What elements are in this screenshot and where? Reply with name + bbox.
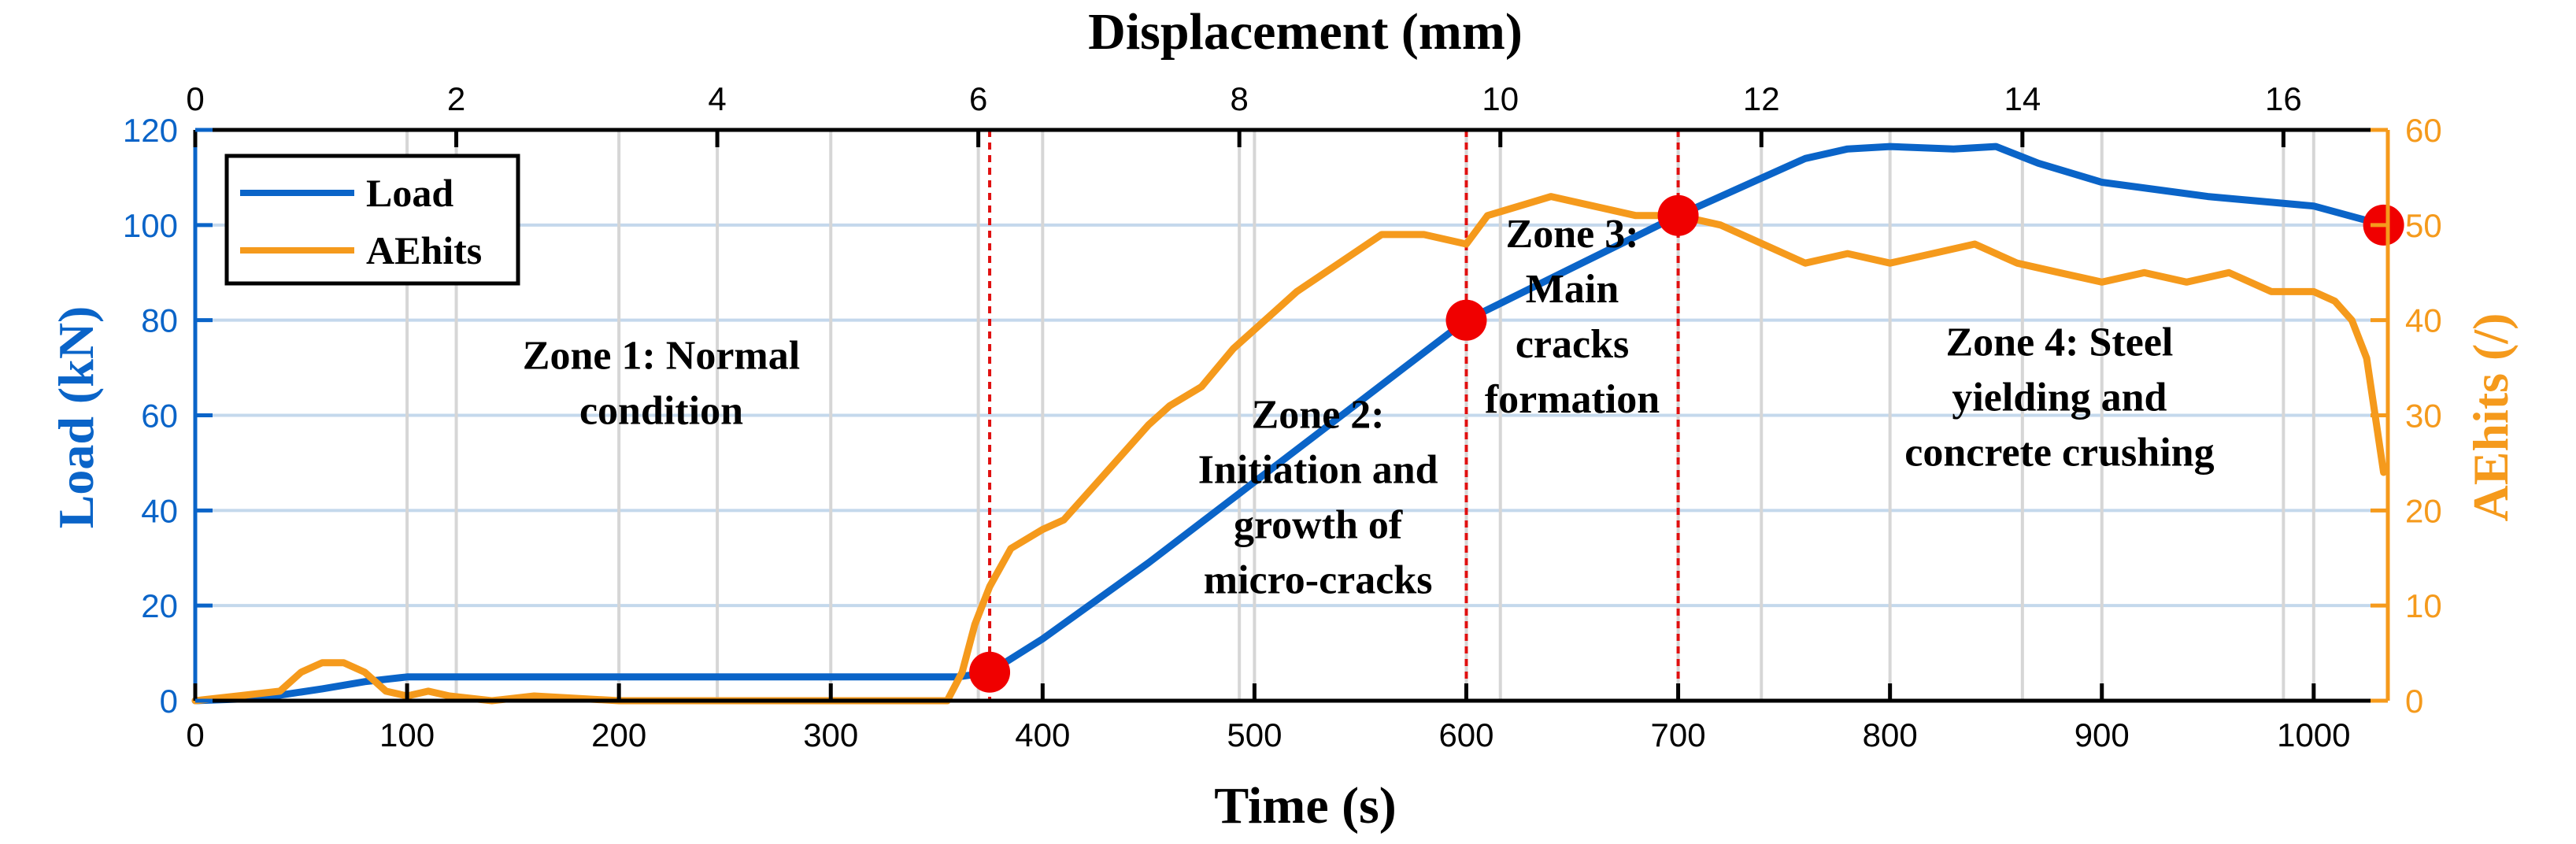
zone-annotation-line: Zone 1: Normal [523, 333, 800, 378]
y-tick-label: 60 [141, 398, 178, 435]
zone-annotation-line: micro-cracks [1204, 557, 1433, 602]
x2-axis-title: Displacement (mm) [1088, 3, 1523, 61]
legend-label-load: Load [366, 171, 453, 215]
zone-annotation-line: condition [579, 388, 743, 433]
x-tick-label: 700 [1651, 716, 1706, 753]
x-tick-label: 0 [186, 716, 204, 753]
y2-tick-label: 0 [2405, 683, 2423, 720]
y2-tick-label: 10 [2405, 587, 2442, 624]
zone-annotation-3: Zone 3: Main cracks formation [1485, 212, 1660, 422]
x-tick-label: 500 [1227, 716, 1282, 753]
transition-marker [1657, 194, 1699, 236]
zone-annotation-line: Initiation and [1198, 447, 1438, 492]
x-tick-label: 1000 [2277, 716, 2350, 753]
x2-tick-label: 4 [708, 80, 726, 117]
zone-annotation-line: Zone 4: Steel [1946, 320, 2174, 365]
series-layer [191, 143, 2388, 705]
x-axis-title: Time (s) [1214, 777, 1397, 835]
zone-annotation-2: Zone 2: Initiation and growth of micro-crac… [1198, 392, 1438, 602]
y-tick-label: 20 [141, 587, 178, 624]
legend-box [224, 154, 520, 286]
x-tick-label: 300 [803, 716, 858, 753]
x2-tick-label: 2 [447, 80, 465, 117]
y-axis-title: Load (kN) [48, 306, 104, 529]
transition-marker [969, 651, 1011, 693]
y2-axis-title: AEhits (/) [2463, 313, 2519, 522]
y2-tick-label: 30 [2405, 398, 2442, 435]
x2-tick-label: 12 [1743, 80, 1780, 117]
x-tick-label: 600 [1438, 716, 1493, 753]
series-line-load [191, 143, 2388, 705]
legend: Load AEhits [224, 154, 520, 286]
y-tick-label: 0 [160, 683, 178, 720]
marker-layer [969, 194, 2404, 693]
x2-tick-label: 6 [969, 80, 987, 117]
y-tick-label: 40 [141, 492, 178, 529]
x-tick-label: 900 [2074, 716, 2130, 753]
y2-tick-label: 60 [2405, 112, 2442, 149]
x-tick-label: 800 [1863, 716, 1918, 753]
x2-tick-label: 16 [2265, 80, 2302, 117]
zone-annotation-line: growth of [1234, 502, 1403, 547]
x2-tick-label: 14 [2004, 80, 2041, 117]
x-tick-label: 100 [379, 716, 435, 753]
series-line-aehits [191, 193, 2388, 705]
x2-tick-label: 8 [1231, 80, 1249, 117]
transition-marker [1445, 299, 1487, 341]
zone-annotation-line: Main [1526, 267, 1619, 312]
x2-tick-label: 10 [1482, 80, 1519, 117]
x2-tick-label: 0 [186, 80, 204, 117]
legend-label-aehits: AEhits [366, 228, 482, 272]
zone-annotation-line: concrete crushing [1904, 431, 2214, 476]
zone-annotation-line: formation [1485, 377, 1660, 422]
zone-annotation-1: Zone 1: Normal condition [523, 333, 800, 433]
x-tick-label: 400 [1015, 716, 1070, 753]
y-tick-label: 100 [123, 207, 178, 244]
y2-tick-label: 50 [2405, 207, 2442, 244]
zone-annotation-4: Zone 4: Steel yielding and concrete crushi… [1904, 320, 2214, 476]
y-tick-label: 80 [141, 302, 178, 339]
zone-annotation-line: Zone 2: [1252, 392, 1385, 437]
x-tick-label: 200 [591, 716, 646, 753]
y2-tick-label: 20 [2405, 492, 2442, 529]
y-tick-label: 120 [123, 112, 178, 149]
annotation-layer: Zone 1: Normal condition Zone 2: Initiation… [523, 212, 2215, 603]
y2-tick-label: 40 [2405, 302, 2442, 339]
zone-annotation-line: yielding and [1952, 376, 2167, 420]
zone-annotation-line: cracks [1516, 322, 1629, 367]
zone-annotation-line: Zone 3: [1506, 212, 1639, 257]
